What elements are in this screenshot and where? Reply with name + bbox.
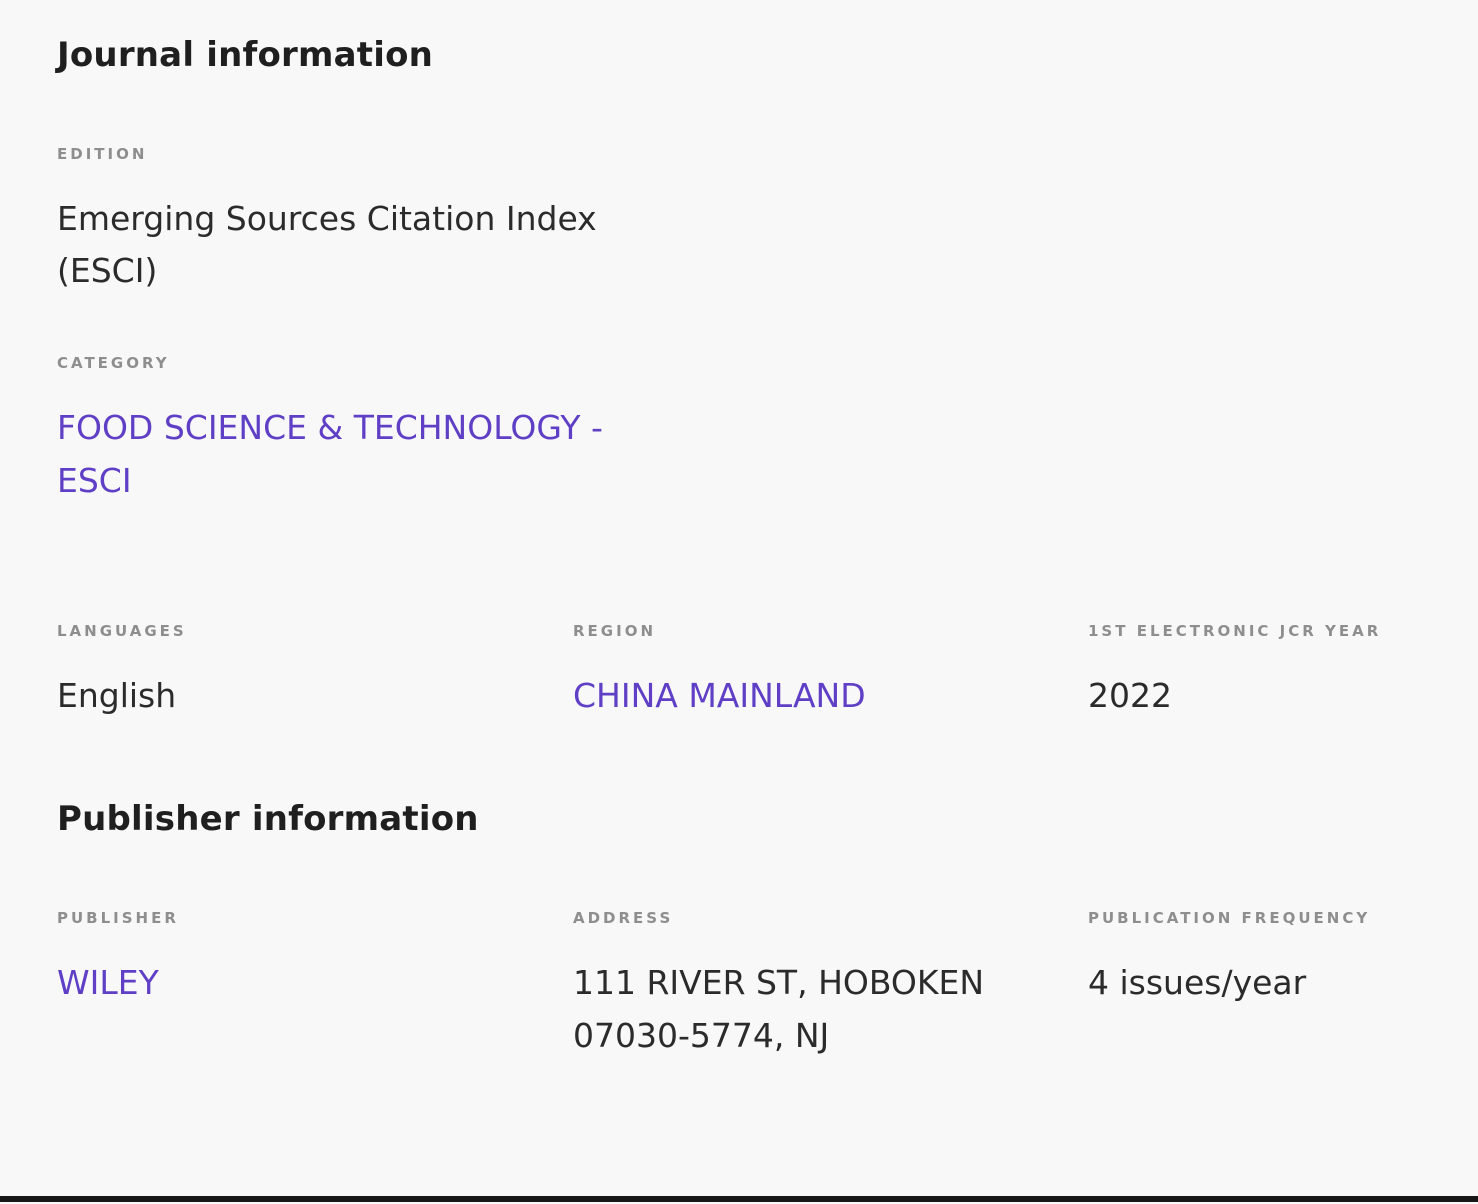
- address-field: ADDRESS 111 RIVER ST, HOBOKEN 07030-5774…: [573, 909, 1088, 1063]
- first-electronic-jcr-year-field: 1ST ELECTRONIC JCR YEAR 2022: [1088, 622, 1408, 723]
- category-label: CATEGORY: [57, 354, 170, 373]
- first-electronic-jcr-year-value: 2022: [1088, 675, 1172, 715]
- publication-frequency-field: PUBLICATION FREQUENCY 4 issues/year: [1088, 909, 1408, 1063]
- region-link[interactable]: CHINA MAINLAND: [573, 675, 866, 715]
- edition-value: Emerging Sources Citation Index (ESCI): [57, 198, 597, 291]
- edition-field: EDITION Emerging Sources Citation Index …: [57, 145, 677, 299]
- edition-label: EDITION: [57, 144, 148, 163]
- category-field: CATEGORY FOOD SCIENCE & TECHNOLOGY - ESC…: [57, 354, 677, 508]
- journal-information-section: Journal information EDITION Emerging Sou…: [57, 34, 1408, 722]
- languages-label: LANGUAGES: [57, 621, 187, 640]
- publisher-field: PUBLISHER WILEY: [57, 909, 573, 1063]
- region-field: REGION CHINA MAINLAND: [573, 622, 1088, 723]
- publisher-information-section: Publisher information PUBLISHER WILEY AD…: [57, 798, 1408, 1062]
- region-label: REGION: [573, 621, 656, 640]
- category-link[interactable]: FOOD SCIENCE & TECHNOLOGY - ESCI: [57, 408, 603, 500]
- journal-information-title: Journal information: [57, 35, 434, 75]
- publisher-details-row: PUBLISHER WILEY ADDRESS 111 RIVER ST, HO…: [57, 909, 1408, 1063]
- publisher-label: PUBLISHER: [57, 908, 179, 927]
- bottom-divider: [0, 1196, 1478, 1202]
- languages-value: English: [57, 675, 177, 715]
- languages-field: LANGUAGES English: [57, 622, 573, 723]
- address-label: ADDRESS: [573, 908, 674, 927]
- journal-profile-panel: Journal information EDITION Emerging Sou…: [0, 34, 1478, 1063]
- journal-details-row: LANGUAGES English REGION CHINA MAINLAND …: [57, 622, 1408, 723]
- publication-frequency-label: PUBLICATION FREQUENCY: [1088, 908, 1371, 927]
- publisher-link[interactable]: WILEY: [57, 962, 159, 1002]
- publisher-information-title: Publisher information: [57, 799, 479, 840]
- address-value: 111 RIVER ST, HOBOKEN 07030-5774, NJ: [573, 962, 985, 1055]
- first-electronic-jcr-year-label: 1ST ELECTRONIC JCR YEAR: [1088, 621, 1382, 640]
- publication-frequency-value: 4 issues/year: [1088, 962, 1307, 1002]
